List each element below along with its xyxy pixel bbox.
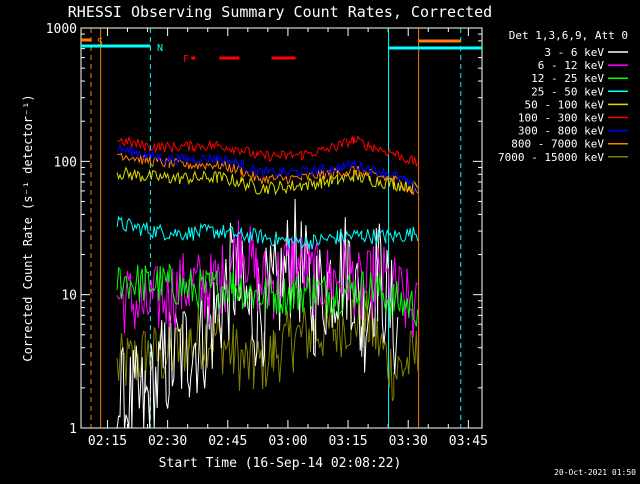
legend-label: 300 - 800 keV bbox=[518, 125, 604, 138]
legend-label: 7000 - 15000 keV bbox=[498, 151, 604, 164]
x-axis-label: Start Time (16-Sep-14 02:08:22) bbox=[159, 456, 402, 471]
series-line bbox=[116, 144, 419, 193]
legend-header: Det 1,3,6,9, Att 0 bbox=[509, 29, 628, 42]
x-tick-label: 03:00 bbox=[268, 434, 307, 449]
series-line bbox=[116, 264, 419, 327]
x-tick-label: 03:15 bbox=[328, 434, 367, 449]
y-tick-label: 10 bbox=[61, 289, 77, 304]
series-line bbox=[116, 166, 419, 196]
legend-label: 12 - 25 keV bbox=[531, 72, 604, 85]
y-tick-label: 100 bbox=[54, 155, 77, 170]
series-line bbox=[116, 290, 419, 402]
x-tick-label: 03:45 bbox=[449, 434, 488, 449]
legend-label: 100 - 300 keV bbox=[518, 112, 604, 125]
x-tick-label: 03:30 bbox=[389, 434, 428, 449]
y-axis-label: Corrected Count Rate (s⁻¹ detector⁻¹) bbox=[21, 94, 35, 361]
series-line bbox=[116, 220, 419, 338]
flag-label: N bbox=[157, 43, 163, 54]
chart-title: RHESSI Observing Summary Count Rates, Co… bbox=[68, 3, 492, 21]
legend-label: 800 - 7000 keV bbox=[511, 138, 604, 151]
legend-label: 25 - 50 keV bbox=[531, 85, 604, 98]
legend-label: 6 - 12 keV bbox=[538, 59, 605, 72]
flag-label: F bbox=[183, 54, 189, 65]
x-tick-label: 02:45 bbox=[208, 434, 247, 449]
x-tick-label: 02:30 bbox=[148, 434, 187, 449]
y-tick-label: 1 bbox=[69, 422, 77, 437]
time-markers: S N F bbox=[81, 28, 482, 428]
y-axis: 1 10 100 1000 bbox=[46, 22, 482, 437]
series-layer bbox=[116, 135, 419, 429]
legend-label: 50 - 100 keV bbox=[525, 98, 605, 111]
series-line bbox=[116, 215, 419, 251]
flag-label: S bbox=[97, 37, 103, 48]
legend-label: 3 - 6 keV bbox=[544, 46, 604, 59]
footer-date: 20-Oct-2021 01:50 bbox=[554, 468, 636, 477]
x-tick-label: 02:15 bbox=[88, 434, 127, 449]
plot-frame bbox=[80, 27, 483, 429]
x-axis: 02:15 02:30 02:45 03:00 03:15 03:30 03:45 bbox=[88, 28, 488, 449]
series-line bbox=[117, 135, 419, 168]
y-tick-label: 1000 bbox=[46, 22, 77, 37]
